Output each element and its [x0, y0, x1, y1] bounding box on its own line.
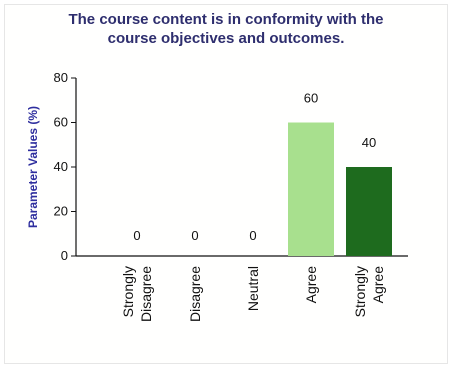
bar [288, 122, 334, 256]
x-tick-label-line: Disagree [138, 266, 154, 322]
y-tick-label: 80 [54, 70, 68, 85]
data-label: 0 [249, 228, 256, 243]
y-tick-label: 60 [54, 115, 68, 130]
x-tick-label: Neutral [245, 266, 261, 311]
data-label: 40 [362, 135, 376, 150]
x-tick-label: Strongly Agree [352, 266, 386, 318]
x-tick-label-line: Strongly [352, 266, 368, 317]
y-axis-label: Parameter Values (%) [26, 106, 40, 228]
x-tick-label-line: Agree [303, 266, 319, 304]
bar [346, 167, 392, 256]
x-tick-label: Disagree [187, 266, 203, 322]
chart-bars [288, 122, 392, 256]
chart-title-line-1: The course content is in conformity with… [68, 11, 384, 28]
y-tick-label: 0 [61, 248, 68, 263]
y-tick-label: 20 [54, 204, 68, 219]
x-tick-label: Strongly Disagree [120, 266, 154, 322]
chart-title-line-2: course objectives and outcomes. [107, 30, 345, 47]
x-tick-label-line: Strongly [120, 266, 136, 317]
data-label: 0 [191, 228, 198, 243]
x-tick-label-line: Disagree [187, 266, 203, 322]
data-label: 0 [133, 228, 140, 243]
data-label: 60 [304, 91, 318, 106]
x-tick-label: Agree [303, 266, 319, 304]
y-tick-label: 40 [54, 159, 68, 174]
x-tick-label-line: Neutral [245, 266, 261, 311]
x-tick-label-line: Agree [370, 266, 386, 304]
chart-title: The course content is in conformity with… [0, 10, 452, 48]
